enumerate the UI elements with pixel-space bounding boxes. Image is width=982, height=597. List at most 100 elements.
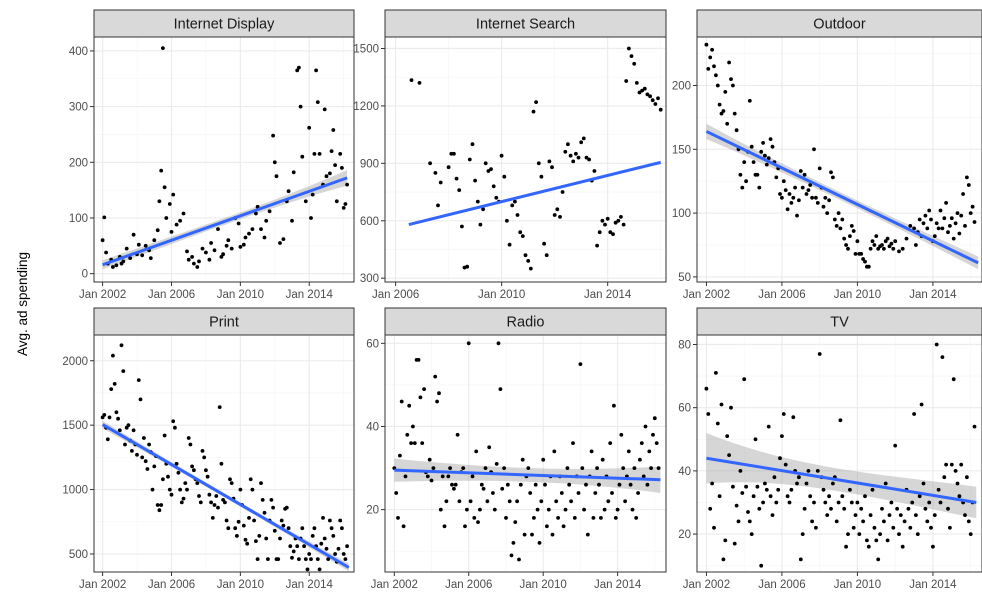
y-tick-label: 50 xyxy=(678,272,691,284)
data-point xyxy=(272,160,277,165)
data-point xyxy=(565,466,570,470)
data-point xyxy=(539,174,544,179)
data-point xyxy=(290,218,294,223)
data-point xyxy=(602,507,607,512)
data-point xyxy=(848,234,852,239)
data-point xyxy=(343,557,348,561)
data-point xyxy=(102,215,107,220)
data-point xyxy=(272,528,277,533)
data-point xyxy=(248,477,253,482)
data-point xyxy=(825,513,830,517)
data-point xyxy=(787,500,792,505)
data-point xyxy=(226,526,231,531)
data-point xyxy=(774,500,779,505)
facet-strip-title: Print xyxy=(209,315,239,331)
data-point xyxy=(740,185,745,190)
data-point xyxy=(465,507,469,512)
data-point xyxy=(912,226,916,231)
data-point xyxy=(340,526,344,531)
data-point xyxy=(863,259,867,264)
data-point xyxy=(810,195,814,200)
data-point xyxy=(200,449,205,453)
data-point xyxy=(250,487,255,492)
data-point xyxy=(114,410,119,415)
data-point xyxy=(303,557,308,561)
data-point xyxy=(121,369,126,373)
data-point xyxy=(281,523,286,528)
data-point xyxy=(324,546,329,551)
data-point xyxy=(450,482,454,487)
data-point xyxy=(140,455,145,460)
data-point xyxy=(654,441,659,445)
data-point xyxy=(212,248,217,253)
data-point xyxy=(515,213,520,217)
data-point xyxy=(523,253,528,258)
data-point xyxy=(887,513,892,517)
data-point xyxy=(494,195,499,200)
data-point xyxy=(254,211,258,216)
data-point xyxy=(238,245,243,249)
data-point xyxy=(902,519,907,524)
data-point xyxy=(800,185,805,190)
data-point xyxy=(844,544,848,549)
data-point xyxy=(932,513,937,517)
data-point xyxy=(761,141,765,145)
data-point xyxy=(207,492,212,497)
facet-panel: TV 20 40 60 80 Jan 2002 Jan 2006 Jan 2010 Jan 20… xyxy=(678,307,982,591)
data-point xyxy=(481,486,486,491)
data-point xyxy=(721,109,726,113)
data-point xyxy=(152,238,157,243)
data-point xyxy=(489,167,493,172)
data-point xyxy=(593,491,598,495)
data-point xyxy=(322,536,327,541)
data-point xyxy=(849,224,854,228)
data-point xyxy=(880,243,884,247)
data-point xyxy=(303,199,308,204)
data-point xyxy=(853,252,858,256)
data-point xyxy=(621,466,626,470)
data-point xyxy=(544,253,549,258)
data-point xyxy=(186,257,191,262)
data-point xyxy=(507,499,512,504)
x-tick-label: Jan 2014 xyxy=(594,579,642,591)
data-point xyxy=(312,526,317,531)
data-point xyxy=(128,256,133,260)
data-point xyxy=(460,224,464,229)
data-point xyxy=(855,500,860,505)
data-point xyxy=(543,482,547,487)
data-point xyxy=(770,144,775,149)
data-point xyxy=(714,371,718,375)
y-tick-label: 20 xyxy=(366,505,379,517)
data-point xyxy=(706,67,711,71)
x-tick-label: Jan 2002 xyxy=(683,579,730,591)
data-point xyxy=(124,246,129,251)
data-point xyxy=(966,183,971,187)
data-point xyxy=(949,462,954,467)
data-point xyxy=(849,500,854,505)
data-point xyxy=(621,222,626,227)
data-point xyxy=(192,261,196,266)
data-point xyxy=(612,403,616,408)
facet-strip-title: TV xyxy=(830,315,849,331)
data-point xyxy=(474,449,479,454)
data-point xyxy=(226,238,231,243)
data-point xyxy=(797,198,801,203)
data-point xyxy=(224,243,229,248)
data-point xyxy=(889,500,894,505)
data-point xyxy=(309,216,313,220)
facet-strip-title: Radio xyxy=(507,315,545,331)
data-point xyxy=(571,159,576,164)
x-tick-label: Jan 2006 xyxy=(758,289,805,301)
data-point xyxy=(236,519,241,524)
data-point xyxy=(963,513,967,517)
data-point xyxy=(241,242,246,247)
data-point xyxy=(951,236,956,241)
data-point xyxy=(866,544,871,549)
data-point xyxy=(334,199,339,204)
data-point xyxy=(579,140,584,145)
data-point xyxy=(874,234,879,239)
data-point xyxy=(307,552,312,556)
data-point xyxy=(806,469,811,473)
data-point xyxy=(763,153,767,158)
data-point xyxy=(812,500,816,505)
